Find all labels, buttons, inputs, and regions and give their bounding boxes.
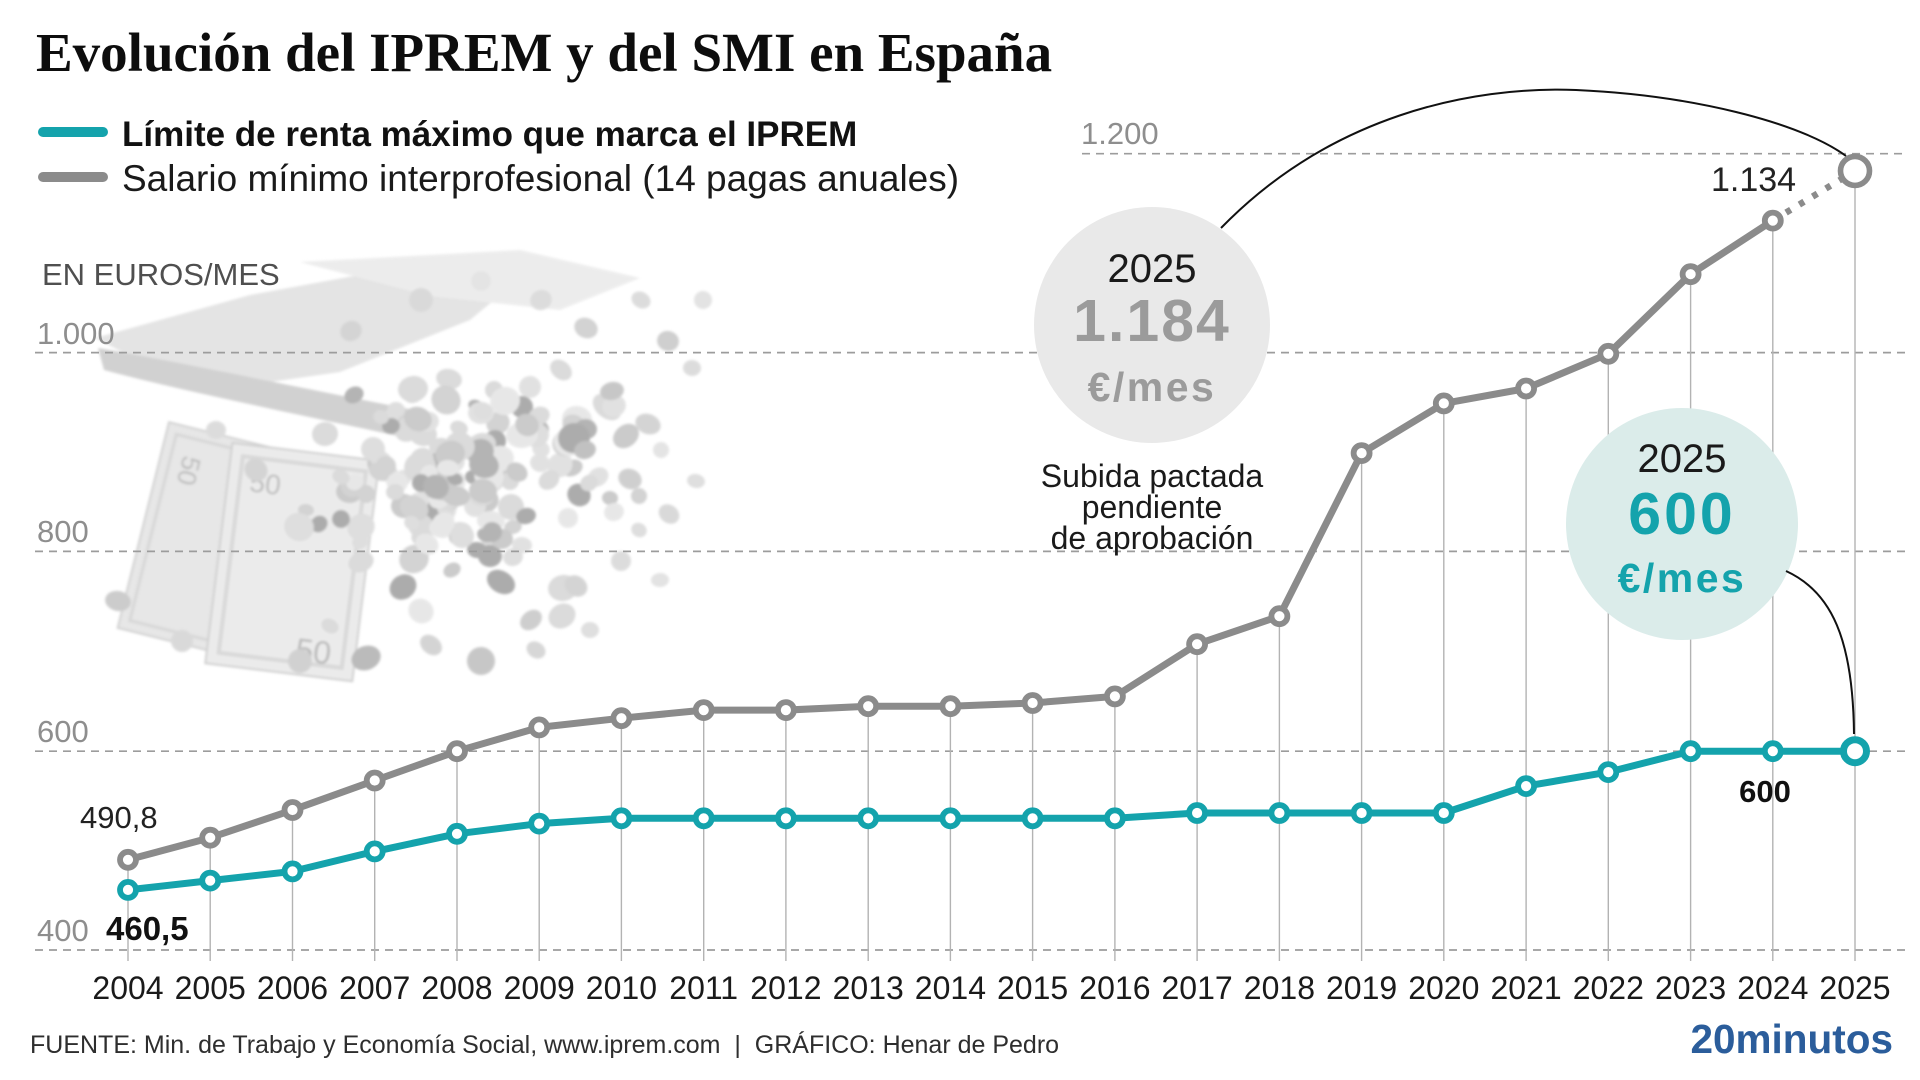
- svg-text:pendiente: pendiente: [1082, 489, 1223, 525]
- svg-text:2024: 2024: [1737, 970, 1808, 1006]
- svg-text:600: 600: [37, 714, 89, 749]
- svg-text:1.184: 1.184: [1073, 288, 1231, 354]
- svg-text:Subida pactada: Subida pactada: [1041, 458, 1264, 494]
- svg-text:Salario mínimo interprofesiona: Salario mínimo interprofesional (14 paga…: [122, 158, 959, 199]
- svg-text:Límite de renta máximo que mar: Límite de renta máximo que marca el IPRE…: [122, 115, 857, 154]
- svg-text:2012: 2012: [750, 970, 821, 1006]
- svg-text:2025: 2025: [1108, 247, 1197, 291]
- svg-text:2015: 2015: [997, 970, 1068, 1006]
- svg-text:600: 600: [1739, 774, 1791, 809]
- svg-text:2014: 2014: [915, 970, 986, 1006]
- svg-text:de aprobación: de aprobación: [1051, 520, 1254, 556]
- svg-text:2008: 2008: [421, 970, 492, 1006]
- svg-text:€/mes: €/mes: [1618, 555, 1747, 601]
- svg-text:2006: 2006: [257, 970, 328, 1006]
- svg-text:2010: 2010: [586, 970, 657, 1006]
- svg-text:2004: 2004: [92, 970, 163, 1006]
- svg-text:2019: 2019: [1326, 970, 1397, 1006]
- svg-text:2011: 2011: [669, 970, 738, 1006]
- svg-text:2005: 2005: [175, 970, 246, 1006]
- svg-text:2022: 2022: [1573, 970, 1644, 1006]
- svg-text:1.200: 1.200: [1081, 116, 1159, 151]
- svg-text:600: 600: [1628, 481, 1735, 547]
- svg-text:50: 50: [171, 453, 207, 488]
- svg-text:490,8: 490,8: [80, 800, 158, 835]
- svg-text:800: 800: [37, 514, 89, 549]
- svg-text:2017: 2017: [1162, 970, 1233, 1006]
- svg-text:2025: 2025: [1819, 970, 1890, 1006]
- svg-text:2007: 2007: [339, 970, 410, 1006]
- svg-text:1.134: 1.134: [1711, 161, 1796, 199]
- svg-text:2009: 2009: [504, 970, 575, 1006]
- svg-text:2016: 2016: [1079, 970, 1150, 1006]
- svg-text:2023: 2023: [1655, 970, 1726, 1006]
- svg-text:400: 400: [37, 913, 89, 948]
- svg-text:Evolución del IPREM y del SMI: Evolución del IPREM y del SMI en España: [36, 22, 1052, 83]
- svg-text:€/mes: €/mes: [1088, 364, 1217, 410]
- svg-text:EN EUROS/MES: EN EUROS/MES: [42, 257, 280, 292]
- svg-text:460,5: 460,5: [106, 910, 189, 947]
- svg-text:2013: 2013: [833, 970, 904, 1006]
- svg-text:2025: 2025: [1638, 437, 1727, 481]
- svg-text:2021: 2021: [1491, 970, 1562, 1006]
- svg-text:2018: 2018: [1244, 970, 1315, 1006]
- svg-text:1.000: 1.000: [37, 316, 115, 351]
- svg-text:2020: 2020: [1408, 970, 1479, 1006]
- svg-text:FUENTE: Min. de Trabajo y Econ: FUENTE: Min. de Trabajo y Economía Socia…: [30, 1030, 1059, 1059]
- svg-text:20minutos: 20minutos: [1690, 1016, 1893, 1062]
